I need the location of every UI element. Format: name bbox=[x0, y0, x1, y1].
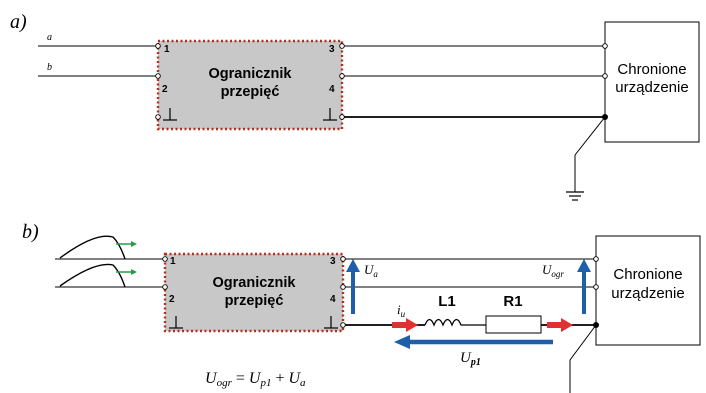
pin-4-b: 4 bbox=[330, 294, 336, 305]
surge-wave-icon bbox=[59, 235, 137, 260]
pin-1-a: 1 bbox=[164, 44, 170, 55]
pin-3-b: 3 bbox=[330, 256, 336, 267]
device-title-b-line2: urządzenie bbox=[611, 285, 684, 302]
terminal-2-a bbox=[155, 73, 161, 79]
ground-icon bbox=[324, 316, 338, 329]
terminal-4-b bbox=[340, 284, 346, 290]
wire-b-label: b bbox=[47, 62, 52, 73]
inductor-label: L1 bbox=[438, 293, 456, 310]
voltage-ua-label: Ua bbox=[364, 262, 378, 279]
ground-icon bbox=[169, 316, 183, 329]
voltage-formula: Uogr = Up1 + Ua bbox=[205, 370, 306, 389]
device-title-a-line2: urządzenie bbox=[615, 79, 688, 96]
resistor-label: R1 bbox=[503, 293, 522, 310]
terminal-2-b bbox=[162, 284, 168, 290]
resistor-r1 bbox=[485, 315, 542, 334]
device-box-b bbox=[595, 235, 701, 346]
arrow-head-icon bbox=[577, 259, 591, 272]
terminal-3-b bbox=[340, 256, 346, 262]
ground-icon bbox=[323, 108, 337, 121]
pin-2-a: 2 bbox=[162, 84, 168, 95]
terminal-gnd-right-a bbox=[339, 114, 345, 120]
terminal-1-a bbox=[155, 43, 161, 49]
device-terminal-2-b bbox=[593, 284, 599, 290]
pin-2-b: 2 bbox=[169, 294, 175, 305]
limiter-box-a bbox=[156, 39, 344, 131]
pin-4-a: 4 bbox=[329, 84, 335, 95]
wire-a-label: a bbox=[47, 32, 52, 43]
device-title-b-line1: Chronione bbox=[613, 266, 682, 283]
limiter-title-a-line2: przepięć bbox=[221, 84, 280, 100]
terminal-3-a bbox=[339, 43, 345, 49]
earth-lead-a bbox=[574, 116, 606, 192]
current-arrow-icon bbox=[392, 318, 418, 332]
earth-ground-icon bbox=[566, 191, 584, 201]
current-iu-label: iu bbox=[397, 302, 406, 319]
inductor-l1 bbox=[424, 318, 486, 327]
terminal-4-a bbox=[339, 73, 345, 79]
ground-icon bbox=[163, 108, 177, 121]
surge-wave-icon bbox=[59, 263, 137, 288]
pin-3-a: 3 bbox=[329, 44, 335, 55]
terminal-gnd-left-a bbox=[155, 114, 161, 120]
device-terminal-1-a bbox=[602, 43, 608, 49]
terminal-gnd-right-b bbox=[340, 322, 346, 328]
panel-a-label: a) bbox=[10, 11, 27, 33]
device-terminal-1-b bbox=[593, 256, 599, 262]
arrow-head-icon bbox=[346, 259, 360, 272]
terminal-1-b bbox=[162, 256, 168, 262]
limiter-box-b bbox=[163, 252, 345, 333]
voltage-up1-label: Up1 bbox=[460, 350, 481, 368]
device-terminal-2-a bbox=[602, 73, 608, 79]
limiter-title-b-line1: Ogranicznik bbox=[213, 275, 297, 291]
limiter-title-a-line1: Ogranicznik bbox=[209, 66, 293, 82]
panel-b-label: b) bbox=[22, 221, 39, 243]
device-title-a-line1: Chronione bbox=[617, 61, 686, 78]
pin-1-b: 1 bbox=[170, 256, 176, 267]
earth-lead-b bbox=[569, 324, 597, 393]
voltage-uogr-label: Uogr bbox=[542, 262, 564, 279]
limiter-title-b-line2: przepięć bbox=[225, 293, 284, 309]
current-arrow-icon bbox=[547, 318, 573, 332]
arrow-head-icon bbox=[394, 335, 410, 349]
device-box-a bbox=[604, 21, 700, 143]
